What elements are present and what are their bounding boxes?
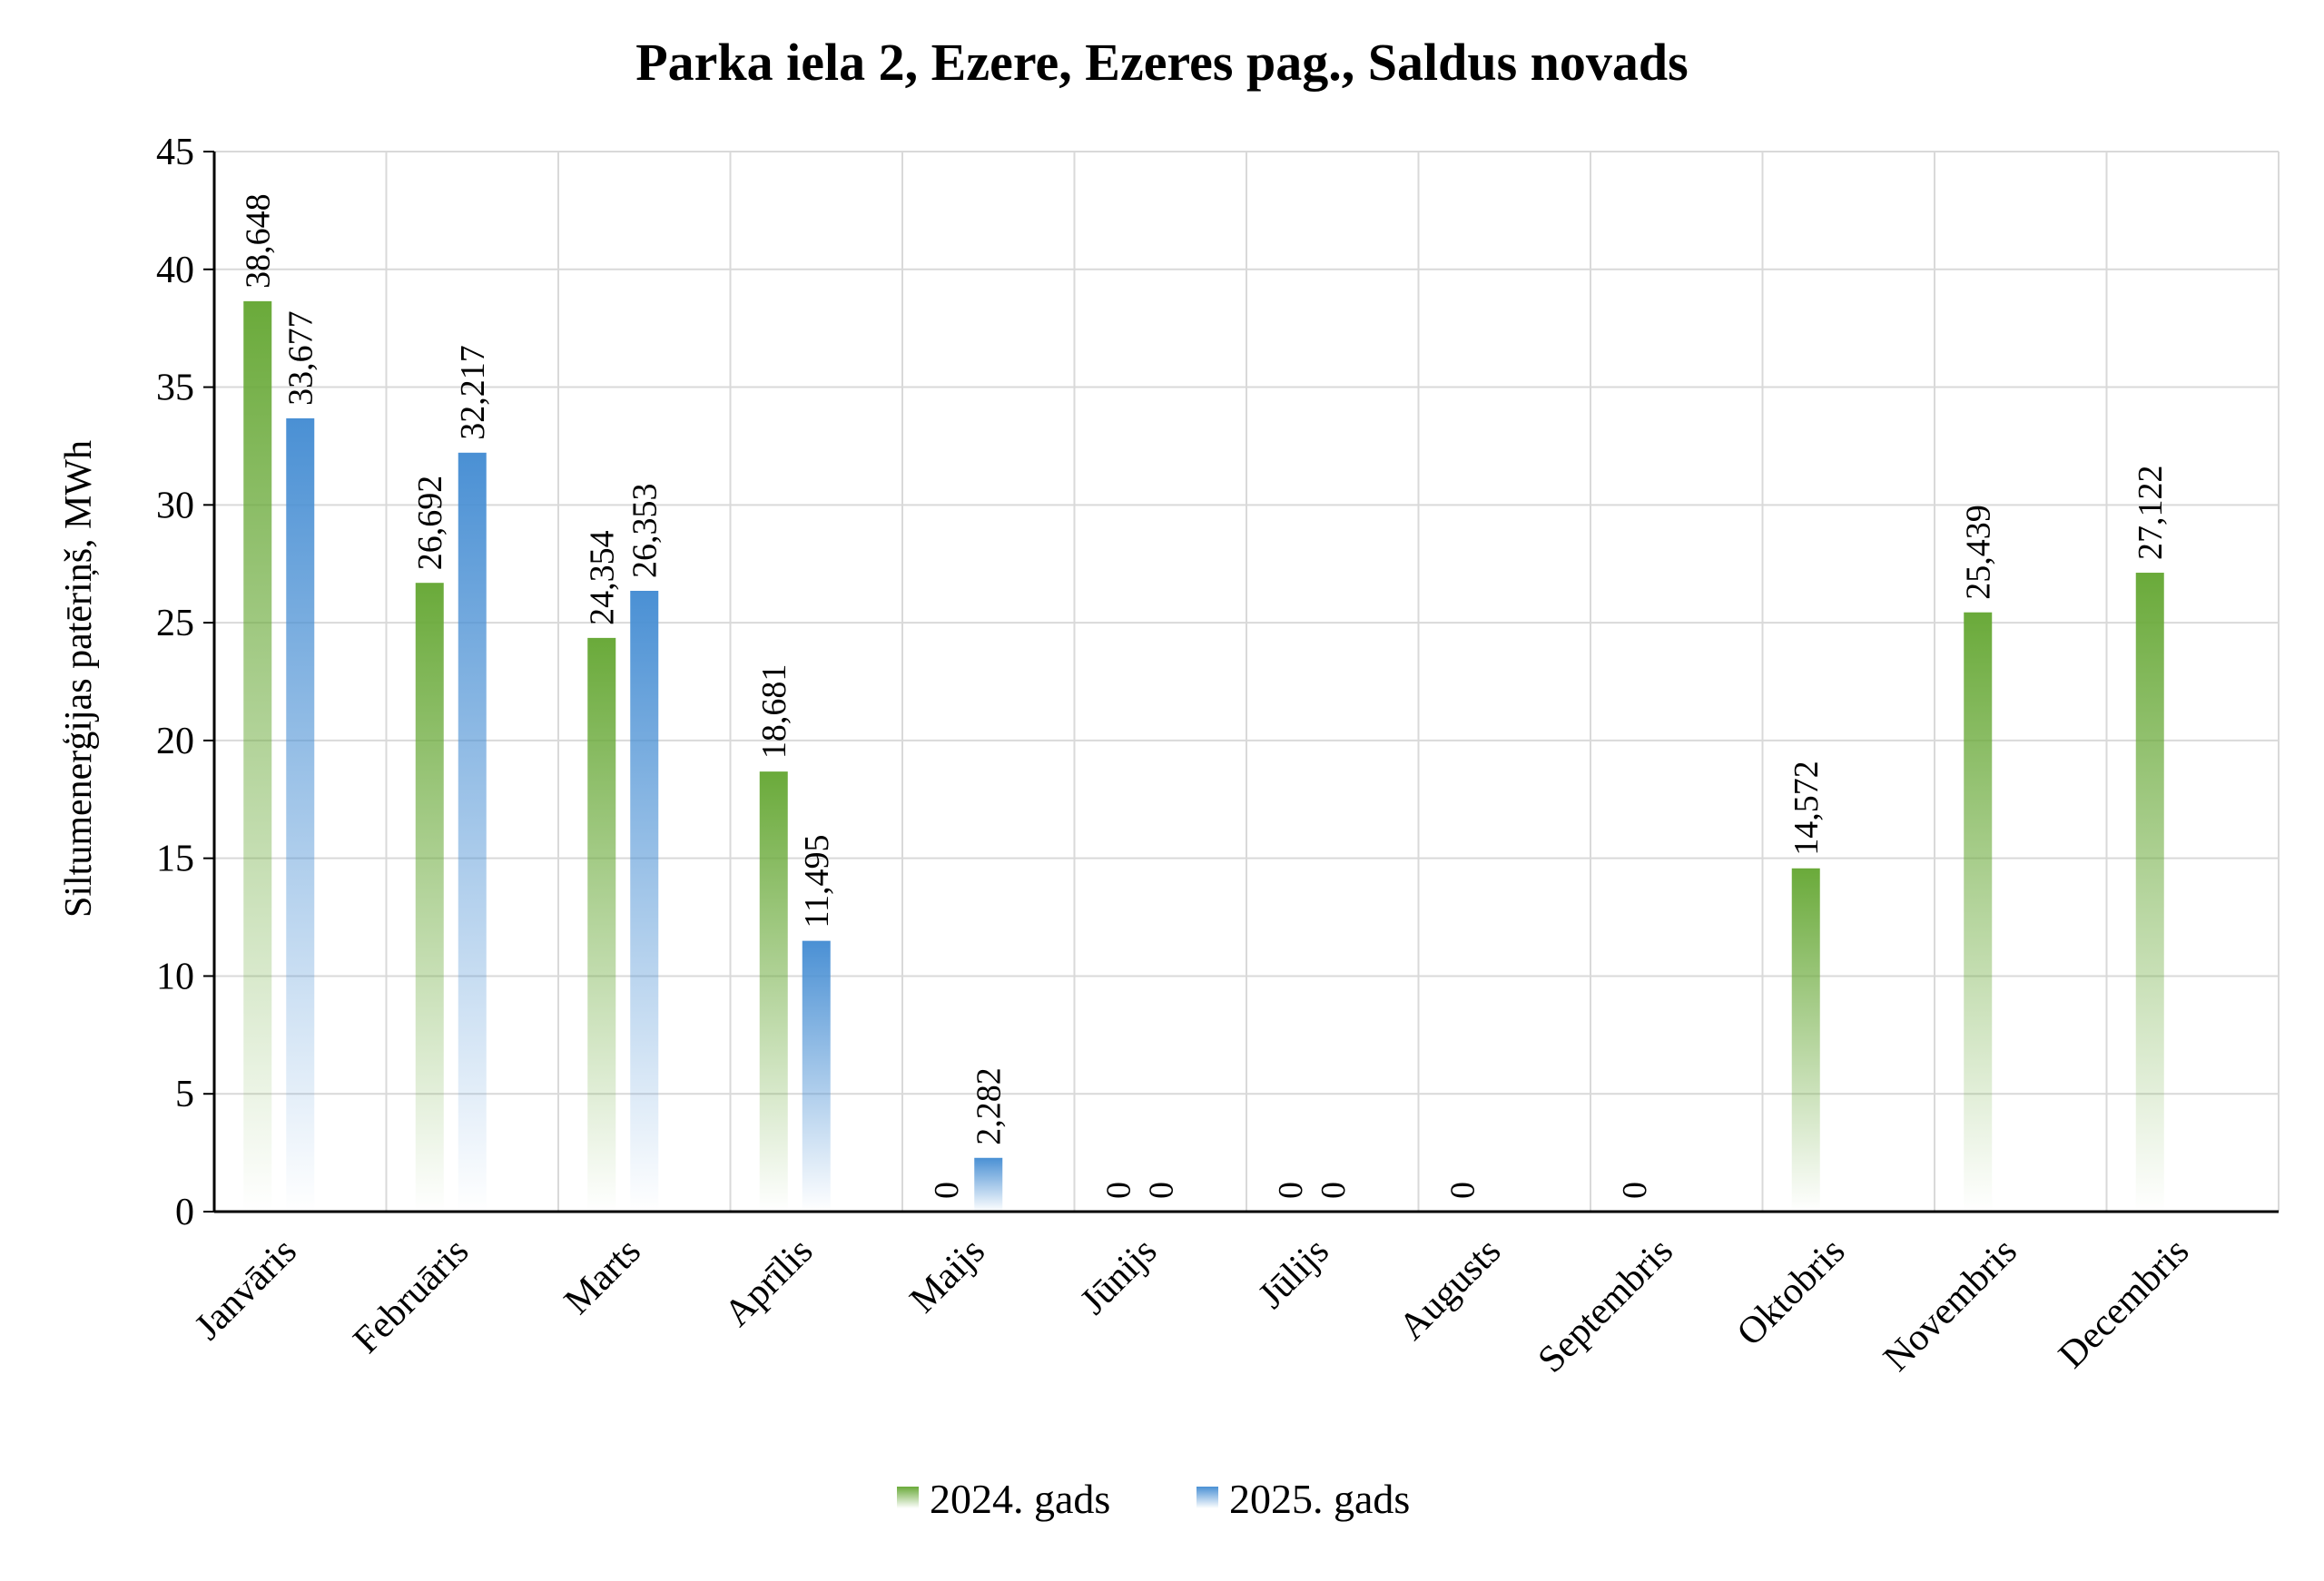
data-label: 25,439: [1960, 505, 1998, 600]
y-tick-label: 25: [156, 603, 194, 644]
y-tick-label: 40: [156, 250, 194, 291]
legend: 2024. gads 2025. gads: [897, 1476, 1410, 1522]
data-label: 27,122: [2132, 466, 2170, 561]
data-label: 2,282: [970, 1067, 1009, 1145]
legend-label: 2024. gads: [930, 1476, 1110, 1522]
bar-2024: [2135, 573, 2164, 1212]
data-label: 0: [1315, 1182, 1353, 1199]
data-label: 0: [1443, 1182, 1482, 1199]
bar-2025: [286, 417, 315, 1212]
data-label: 32,217: [454, 345, 492, 440]
chart-title: Parka iela 2, Ezere, Ezeres pag., Saldus…: [635, 33, 1689, 92]
data-label: 38,648: [240, 193, 278, 289]
bar-2025: [630, 590, 659, 1212]
bar-2024: [1791, 868, 1820, 1212]
data-label: 14,572: [1787, 761, 1826, 856]
y-tick-label: 15: [156, 839, 194, 880]
legend-label: 2025. gads: [1229, 1476, 1410, 1522]
bar-2024: [587, 637, 616, 1212]
y-tick-label: 30: [156, 485, 194, 526]
bar-2025: [974, 1157, 1003, 1212]
x-tick-label: Aprīlis: [716, 1231, 821, 1335]
data-label: 33,677: [282, 310, 320, 406]
data-label: 24,354: [584, 530, 622, 625]
y-tick-label: 10: [156, 956, 194, 997]
data-label: 0: [1272, 1182, 1310, 1199]
bar-2024: [1964, 612, 1993, 1212]
x-tick-label: Augusts: [1391, 1231, 1509, 1349]
y-tick-label: 45: [156, 132, 194, 173]
legend-swatch-2025: [1196, 1487, 1218, 1508]
x-tick-label: Septembris: [1531, 1231, 1681, 1381]
bars-layer: [243, 300, 2164, 1212]
bar-2024: [759, 771, 788, 1212]
data-label: 11,495: [798, 835, 836, 928]
x-tick-label: Decembris: [2051, 1231, 2197, 1377]
y-tick-label: 20: [156, 721, 194, 762]
x-tick-label: Jūlijs: [1251, 1231, 1337, 1317]
x-tick-label: Marts: [556, 1231, 649, 1323]
bar-2024: [243, 300, 272, 1212]
grid-layer: [214, 151, 2280, 1212]
y-tick-label: 0: [175, 1192, 194, 1233]
x-tick-label: Jūnijs: [1072, 1231, 1165, 1323]
data-label: 26,692: [411, 476, 449, 571]
data-label: 0: [1142, 1182, 1180, 1199]
x-tick-label: Oktobris: [1729, 1231, 1853, 1354]
bar-2025: [802, 940, 831, 1212]
data-label: 0: [928, 1182, 966, 1199]
data-label: 0: [1616, 1182, 1654, 1199]
x-tick-label: Februāris: [346, 1231, 478, 1362]
x-tick-label: Maijs: [902, 1231, 993, 1321]
y-tick-label: 5: [175, 1074, 194, 1115]
bar-2025: [458, 452, 487, 1212]
data-label: 18,681: [755, 664, 793, 760]
data-label: 0: [1099, 1182, 1137, 1199]
x-tick-label: Janvāris: [187, 1231, 305, 1349]
bar-2024: [415, 583, 444, 1212]
legend-swatch-2024: [897, 1487, 919, 1508]
data-label: 26,353: [626, 483, 665, 578]
y-tick-label: 35: [156, 368, 194, 409]
x-tick-label: Novembris: [1876, 1231, 2025, 1380]
y-axis-label: Siltumenerģijas patēriņš, MWh: [58, 440, 100, 918]
